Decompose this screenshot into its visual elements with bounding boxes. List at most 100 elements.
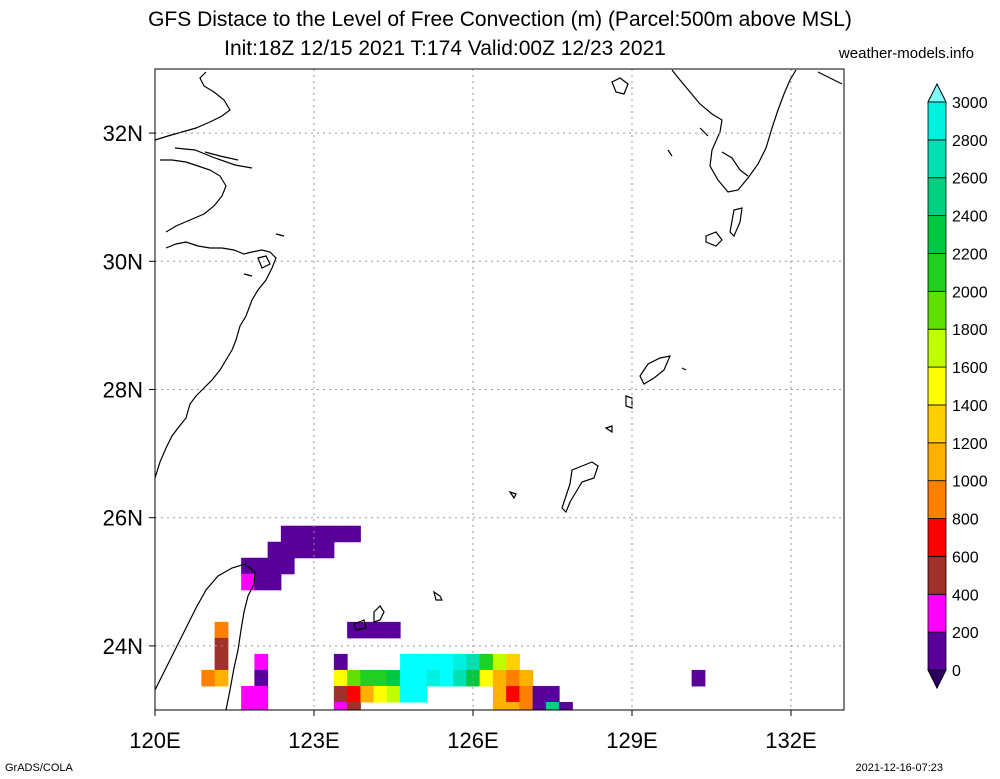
- colorbar-swatch: [927, 631, 947, 671]
- field-cell: [241, 573, 255, 591]
- coastline-kyushu: [671, 69, 797, 193]
- field-cell: [241, 685, 255, 703]
- site-credit: weather-models.info: [838, 45, 974, 62]
- field-cell: [373, 621, 388, 639]
- field-cell: [333, 525, 348, 543]
- colorbar-label: 1600: [952, 360, 988, 377]
- colorbar-label: 1200: [952, 436, 988, 453]
- field-cell: [439, 669, 454, 687]
- field-cell: [453, 653, 467, 671]
- field-cell: [254, 653, 269, 671]
- field-cell: [479, 669, 494, 687]
- colorbar-extend-low: [927, 669, 947, 690]
- colorbar-swatch: [927, 101, 947, 141]
- lat-tick-label: 24N: [103, 634, 143, 659]
- field-cell: [280, 557, 295, 575]
- field-cell: [492, 701, 507, 710]
- field-cell: [400, 669, 414, 687]
- field-cell: [506, 701, 520, 710]
- field-cell: [333, 669, 348, 687]
- colorbar-swatch: [927, 442, 947, 482]
- field-cell: [386, 685, 401, 703]
- coastline-yangtze: [174, 147, 253, 169]
- lon-tick-label: 120E: [129, 728, 180, 753]
- colorbar-extend-high: [927, 82, 947, 103]
- field-cell: [254, 701, 269, 710]
- lon-tick-label: 126E: [447, 728, 498, 753]
- colorbar-label: 400: [952, 587, 979, 604]
- lon-tick-label: 129E: [606, 728, 657, 753]
- field-cell: [479, 653, 494, 671]
- field-cell: [267, 541, 282, 559]
- coastline-kume: [508, 490, 517, 500]
- latitude-axis: 24N 26N 28N 30N 32N: [103, 121, 155, 659]
- field-cell: [466, 653, 481, 671]
- field-cell: [492, 653, 507, 671]
- field-cell: [360, 685, 375, 703]
- field-cell: [426, 669, 441, 687]
- colorbar-label: 0: [952, 663, 961, 680]
- field-cell: [506, 685, 520, 703]
- colorbar-swatch: [927, 518, 947, 557]
- field-cell: [254, 557, 269, 575]
- colorbar-swatch: [927, 290, 947, 330]
- field-cell: [439, 653, 454, 671]
- field-cell: [386, 669, 401, 687]
- field-cell: [413, 685, 428, 703]
- coastline-amami: [639, 355, 672, 385]
- field-cell: [386, 621, 401, 639]
- field-cell: [506, 653, 520, 671]
- colorbar-swatch: [927, 177, 947, 217]
- field-cell: [201, 669, 216, 687]
- field-cell: [333, 685, 348, 703]
- colorbar-label: 600: [952, 549, 979, 566]
- colorbar-label: 800: [952, 512, 979, 529]
- field-cell: [519, 669, 534, 687]
- coastline-ishigaki: [353, 605, 385, 631]
- coastline-okinoerabu: [604, 425, 613, 434]
- field-cell: [519, 685, 534, 703]
- lat-tick-label: 32N: [103, 121, 143, 146]
- field-cell: [373, 669, 388, 687]
- field-cell: [347, 621, 361, 639]
- field-cell: [280, 541, 295, 559]
- colorbar-swatch: [927, 366, 947, 406]
- field-cell: [320, 541, 335, 559]
- field-cell: [691, 669, 706, 687]
- lon-tick-label: 123E: [288, 728, 339, 753]
- lfc-field-layer: [201, 525, 706, 710]
- grads-credit: GrADS/COLA: [5, 762, 73, 774]
- field-cell: [413, 653, 428, 671]
- coastline-taiwan: [155, 563, 256, 710]
- colorbar-label: 3000: [952, 95, 988, 112]
- field-cell: [254, 685, 269, 703]
- lon-tick-label: 132E: [765, 728, 816, 753]
- field-cell: [492, 669, 507, 687]
- colorbar-swatch: [927, 253, 947, 292]
- longitude-axis: 120E 123E 126E 129E 132E: [129, 710, 817, 753]
- field-cell: [426, 653, 441, 671]
- coastline-kyushu-bay: [699, 127, 749, 177]
- colorbar-swatch: [927, 139, 947, 179]
- colorbar-label: 2400: [952, 209, 988, 226]
- field-cell: [294, 525, 308, 543]
- field-cell: [545, 701, 560, 710]
- field-cell: [254, 669, 269, 687]
- field-cell: [267, 557, 282, 575]
- coastline-tokunoshima: [625, 395, 633, 409]
- render-timestamp: 2021-12-16-07:23: [855, 762, 943, 774]
- coastline-zhoushan: [243, 233, 285, 277]
- colorbar-label: 1000: [952, 474, 988, 491]
- field-cell: [294, 541, 308, 559]
- colorbar-label: 1400: [952, 398, 988, 415]
- field-cell: [333, 653, 348, 671]
- field-cell: [280, 525, 295, 543]
- field-cell: [241, 701, 255, 710]
- field-cell: [492, 685, 507, 703]
- field-cell: [214, 669, 229, 687]
- colorbar-label: 2000: [952, 284, 988, 301]
- colorbar-swatch: [927, 404, 947, 444]
- colorbar-swatch: [927, 215, 947, 254]
- field-cell: [214, 653, 229, 671]
